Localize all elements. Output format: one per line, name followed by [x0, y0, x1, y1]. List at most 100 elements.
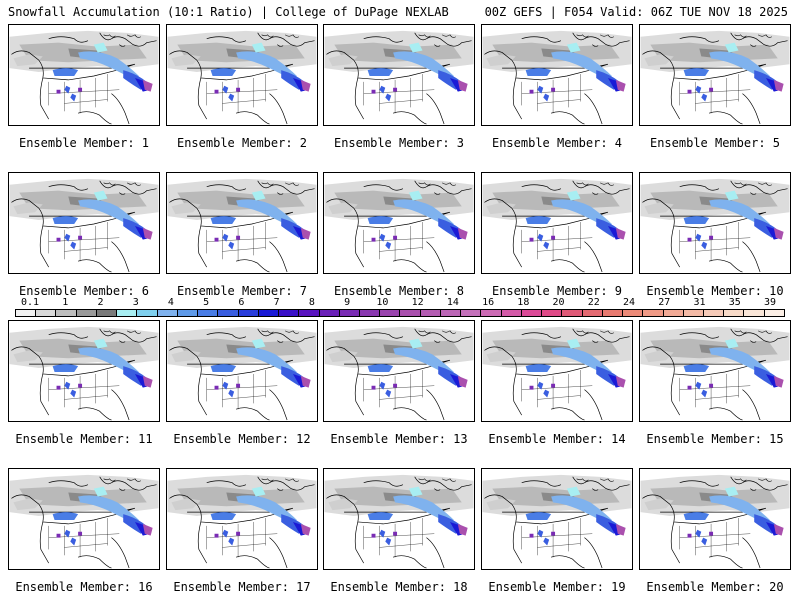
ensemble-member-map: [639, 468, 791, 570]
legend-tick-label: 5: [203, 297, 210, 308]
legend-tick-label: 16: [482, 297, 495, 308]
ensemble-member-map: [323, 172, 475, 274]
legend-tick-label: 10: [376, 297, 389, 308]
legend-tick-label: 35: [728, 297, 741, 308]
ensemble-member-map: [639, 172, 791, 274]
legend-swatch: [542, 310, 563, 316]
ensemble-member-label: Ensemble Member: 19: [488, 580, 626, 594]
ensemble-member-label: Ensemble Member: 7: [176, 284, 308, 298]
legend-swatch: [299, 310, 320, 316]
legend-tick-label: 4: [167, 297, 174, 308]
ensemble-member-map: [8, 320, 160, 422]
legend-swatch: [501, 310, 522, 316]
legend-tick-label: 3: [132, 297, 139, 308]
ensemble-member-label: Ensemble Member: 13: [330, 432, 468, 446]
legend-swatch: [117, 310, 138, 316]
legend-tick-label: 1: [62, 297, 69, 308]
ensemble-member-map: [166, 468, 318, 570]
legend-tick-label: 31: [693, 297, 706, 308]
legend-tick-label: 39: [763, 297, 777, 308]
legend-swatch: [440, 310, 462, 316]
ensemble-member-map: [8, 172, 160, 274]
ensemble-member-map: [481, 320, 633, 422]
legend-swatch: [238, 310, 259, 316]
legend-swatch: [663, 310, 684, 316]
legend-swatch: [420, 310, 441, 316]
legend-tick-label: 2: [97, 297, 104, 308]
valid-time: 00Z GEFS | F054 Valid: 06Z TUE NOV 18 20…: [484, 5, 788, 19]
legend-tick-label: 0.1: [20, 297, 40, 308]
legend-swatch: [643, 310, 664, 316]
legend-swatch: [481, 310, 502, 316]
legend-tick-label: 14: [446, 297, 459, 308]
legend-tick-label: 22: [587, 297, 600, 308]
legend-swatch: [137, 310, 158, 316]
ensemble-member-map: [8, 468, 160, 570]
ensemble-member-label: Ensemble Member: 4: [491, 136, 623, 150]
ensemble-member-label: Ensemble Member: 1: [18, 136, 150, 150]
ensemble-member-map: [323, 24, 475, 126]
ensemble-member-label: Ensemble Member: 12: [173, 432, 311, 446]
legend-swatch: [359, 310, 381, 316]
ensemble-member-label: Ensemble Member: 6: [18, 284, 150, 298]
legend-tick-label: 8: [308, 297, 315, 308]
ensemble-member-map: [481, 24, 633, 126]
legend-swatch: [521, 310, 543, 316]
legend-swatch: [400, 310, 421, 316]
ensemble-member-label: Ensemble Member: 16: [15, 580, 153, 594]
ensemble-member-label: Ensemble Member: 10: [646, 284, 784, 298]
ensemble-member-map: [481, 172, 633, 274]
legend-swatch: [157, 310, 178, 316]
legend-swatch: [36, 310, 57, 316]
legend-swatch: [582, 310, 603, 316]
legend-swatch: [602, 310, 624, 316]
ensemble-member-label: Ensemble Member: 5: [649, 136, 781, 150]
legend-swatch: [218, 310, 239, 316]
ensemble-member-label: Ensemble Member: 18: [330, 580, 468, 594]
legend-swatch: [76, 310, 97, 316]
ensemble-member-map: [639, 320, 791, 422]
legend-tick-label: 7: [273, 297, 280, 308]
ensemble-member-label: Ensemble Member: 3: [333, 136, 465, 150]
legend-swatch: [562, 310, 583, 316]
legend-swatch: [724, 310, 745, 316]
ensemble-member-map: [323, 320, 475, 422]
ensemble-member-label: Ensemble Member: 11: [15, 432, 153, 446]
legend-swatch: [744, 310, 765, 316]
legend-tick-label: 6: [238, 297, 245, 308]
ensemble-member-map: [481, 468, 633, 570]
ensemble-member-label: Ensemble Member: 9: [491, 284, 623, 298]
ensemble-member-map: [8, 24, 160, 126]
ensemble-member-map: [323, 468, 475, 570]
legend-tick-label: 24: [623, 297, 636, 308]
legend-tick-label: 20: [552, 297, 565, 308]
legend-swatch: [319, 310, 340, 316]
legend-swatch: [703, 310, 725, 316]
legend-tick-label: 9: [344, 297, 351, 308]
legend-swatch: [461, 310, 482, 316]
legend-tick-label: 18: [517, 297, 530, 308]
ensemble-member-label: Ensemble Member: 14: [488, 432, 626, 446]
ensemble-member-map: [166, 24, 318, 126]
legend-tick-label: 27: [658, 297, 671, 308]
legend-swatch: [16, 310, 37, 316]
ensemble-member-label: Ensemble Member: 15: [646, 432, 784, 446]
legend-swatch: [380, 310, 401, 316]
legend-swatch: [339, 310, 360, 316]
legend-swatch: [258, 310, 280, 316]
snowfall-color-legend: [15, 309, 785, 317]
ensemble-member-label: Ensemble Member: 2: [176, 136, 308, 150]
legend-swatch: [198, 310, 219, 316]
ensemble-member-map: [166, 172, 318, 274]
legend-swatch: [56, 310, 77, 316]
ensemble-member-label: Ensemble Member: 20: [646, 580, 784, 594]
ensemble-member-label: Ensemble Member: 8: [333, 284, 465, 298]
legend-swatch: [279, 310, 300, 316]
map-title: Snowfall Accumulation (10:1 Ratio) | Col…: [8, 5, 449, 19]
legend-swatch: [683, 310, 704, 316]
ensemble-member-map: [639, 24, 791, 126]
legend-swatch: [623, 310, 644, 316]
ensemble-member-map: [166, 320, 318, 422]
legend-tick-label: 12: [411, 297, 424, 308]
ensemble-member-label: Ensemble Member: 17: [173, 580, 311, 594]
